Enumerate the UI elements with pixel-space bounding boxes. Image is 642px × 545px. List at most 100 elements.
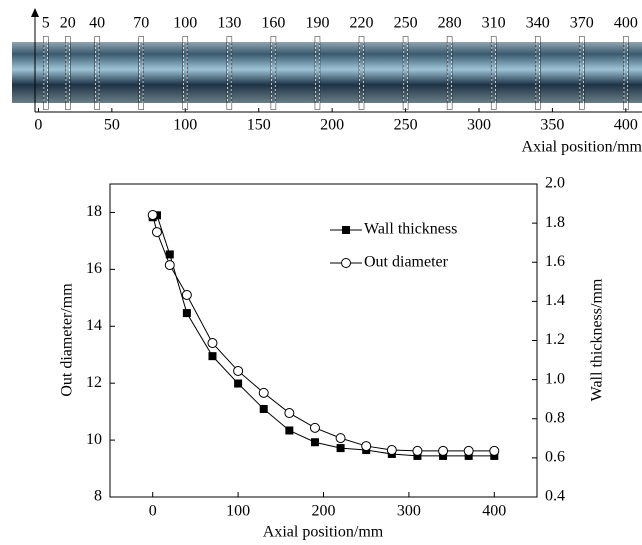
marker-label: 70 <box>133 15 149 32</box>
marker-label: 280 <box>438 15 462 32</box>
point <box>412 445 423 456</box>
marker-label: 40 <box>89 15 105 32</box>
y-tick-label: 18 <box>86 203 102 220</box>
marker-label: 220 <box>350 15 374 32</box>
position-marker-outline <box>226 36 233 110</box>
x-tick-label: 200 <box>320 117 344 134</box>
point <box>386 445 397 456</box>
point <box>151 227 162 238</box>
y2-axis-label: Wall thickness/mm <box>589 278 606 401</box>
y-axis-label: Out diameter/mm <box>59 283 76 397</box>
position-marker <box>65 36 71 110</box>
point <box>181 289 192 300</box>
marker-label: 5 <box>42 15 50 32</box>
point <box>336 444 345 453</box>
marker-label: 370 <box>570 15 594 32</box>
point <box>464 451 473 460</box>
point <box>207 338 218 349</box>
y2-tick-label: 1.4 <box>545 292 565 309</box>
point <box>258 387 269 398</box>
marker-label: 340 <box>526 15 550 32</box>
x-tick-label: 0 <box>149 503 157 520</box>
position-marker-outline <box>43 36 49 110</box>
x-tick-label: 350 <box>540 117 564 134</box>
point <box>335 433 346 444</box>
y2-tick-label: 0.8 <box>545 409 565 426</box>
position-marker-outline <box>65 36 71 110</box>
legend-marker <box>342 226 350 234</box>
point <box>285 426 294 435</box>
origin-arrow <box>31 8 39 17</box>
y-tick-label: 12 <box>86 374 102 391</box>
position-marker-outline <box>579 36 585 110</box>
position-marker-outline <box>623 36 629 110</box>
point <box>259 404 268 413</box>
position-marker-outline <box>534 36 541 110</box>
point <box>208 352 217 361</box>
point <box>164 260 175 271</box>
y2-tick-label: 0.6 <box>545 449 565 466</box>
position-marker <box>314 36 320 110</box>
marker-label: 250 <box>394 15 418 32</box>
y-tick-label: 14 <box>86 317 102 334</box>
point <box>463 445 474 456</box>
point <box>284 408 295 419</box>
point <box>234 379 243 388</box>
marker-label: 100 <box>173 15 197 32</box>
marker-label: 190 <box>305 15 329 32</box>
y2-tick-label: 1.0 <box>545 370 565 387</box>
x-tick-label: 100 <box>173 117 197 134</box>
marker-label: 160 <box>261 15 285 32</box>
position-marker <box>182 36 188 110</box>
point <box>147 210 158 221</box>
position-marker <box>535 36 541 110</box>
x-tick-label: 50 <box>104 117 120 134</box>
y-tick-label: 8 <box>94 488 102 505</box>
y2-tick-label: 2.0 <box>545 175 565 192</box>
x-tick-label: 100 <box>226 503 250 520</box>
position-marker <box>403 36 409 110</box>
position-marker-outline <box>138 36 144 110</box>
position-marker <box>270 36 276 110</box>
scale-label: Axial position/mm <box>522 139 642 156</box>
point <box>438 445 449 456</box>
legend-label: Out diameter <box>364 254 449 271</box>
position-marker <box>138 36 144 110</box>
point <box>413 451 422 460</box>
series-line <box>152 214 495 457</box>
position-marker <box>491 36 497 110</box>
x-tick-label: 0 <box>34 117 42 134</box>
point <box>309 422 320 433</box>
x-tick-label: 250 <box>394 117 418 134</box>
y2-tick-label: 1.6 <box>545 253 565 270</box>
y2-tick-label: 1.2 <box>545 331 565 348</box>
position-marker-outline <box>402 36 409 110</box>
position-marker <box>43 36 49 110</box>
x-tick-label: 300 <box>397 503 421 520</box>
y-tick-label: 16 <box>86 260 102 277</box>
position-marker-outline <box>358 36 365 110</box>
point <box>489 445 500 456</box>
position-marker <box>359 36 365 110</box>
point <box>490 451 499 460</box>
marker-label: 310 <box>482 15 506 32</box>
x-tick-label: 150 <box>247 117 271 134</box>
series-line <box>152 214 495 452</box>
x-axis-label: Axial position/mm <box>263 524 384 541</box>
y2-tick-label: 0.4 <box>545 488 565 505</box>
marker-label: 400 <box>614 15 638 32</box>
x-tick-label: 400 <box>614 117 638 134</box>
position-marker <box>579 36 585 110</box>
position-marker <box>226 36 232 110</box>
position-marker-outline <box>314 36 321 110</box>
x-tick-label: 400 <box>482 503 506 520</box>
point <box>361 441 372 452</box>
position-marker-outline <box>182 36 189 110</box>
position-marker <box>623 36 629 110</box>
point <box>439 451 448 460</box>
position-marker-outline <box>446 36 453 110</box>
position-marker <box>94 36 100 110</box>
position-marker-outline <box>94 36 100 110</box>
marker-label: 130 <box>217 15 241 32</box>
